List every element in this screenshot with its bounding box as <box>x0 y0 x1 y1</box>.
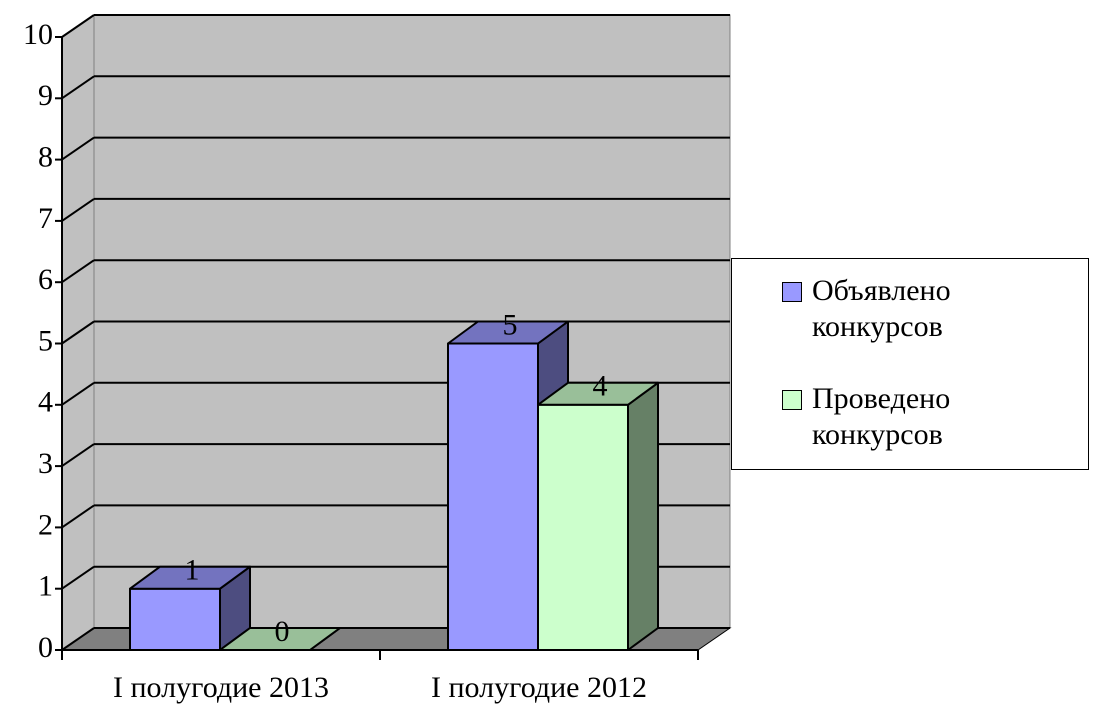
value-label: 4 <box>593 370 608 403</box>
bar-top <box>447 320 569 345</box>
grid-line <box>61 198 95 222</box>
y-tick-label: 3 <box>38 447 53 480</box>
legend-label: Объявлено конкурсов <box>812 274 951 343</box>
y-tick-label: 2 <box>38 508 53 541</box>
grid-line <box>61 136 95 161</box>
legend: Объявлено конкурсов Проведено конкурсов <box>731 258 1089 470</box>
y-tick-label: 9 <box>38 79 53 112</box>
bar-top <box>129 565 251 590</box>
grid-line <box>61 627 95 651</box>
grid-line <box>61 504 95 529</box>
grid-line <box>61 565 95 590</box>
legend-swatch <box>782 390 802 410</box>
legend-label: Проведено конкурсов <box>812 382 951 451</box>
grid-line <box>61 443 95 467</box>
bar-front <box>537 403 629 651</box>
x-tick-label: I полугодие 2013 <box>113 671 329 704</box>
y-tick-label: 10 <box>23 18 53 51</box>
y-tick-label: 5 <box>38 324 53 357</box>
bar-top <box>219 627 341 651</box>
x-tick-label: I полугодие 2012 <box>431 671 647 704</box>
y-tick-label: 6 <box>38 263 53 296</box>
value-label: 0 <box>275 615 290 648</box>
y-tick-label: 1 <box>38 570 53 603</box>
bar-side <box>627 381 659 651</box>
grid-line <box>61 381 95 406</box>
bar-top <box>537 381 659 406</box>
bar-front <box>447 342 539 651</box>
grid-line <box>61 14 95 38</box>
legend-entry: Проведено конкурсов <box>782 381 1012 453</box>
legend-entry: Объявлено конкурсов <box>782 273 1012 345</box>
grid-line <box>61 320 95 345</box>
grid-line <box>61 75 95 100</box>
y-tick-label: 8 <box>38 140 53 173</box>
value-label: 5 <box>503 308 518 341</box>
value-label: 1 <box>185 554 200 587</box>
y-tick-label: 4 <box>38 386 53 419</box>
grid-line <box>61 259 95 284</box>
y-tick-label: 7 <box>38 202 53 235</box>
bar-front <box>129 587 221 651</box>
y-tick-label: 0 <box>38 631 53 664</box>
legend-swatch <box>782 282 802 302</box>
